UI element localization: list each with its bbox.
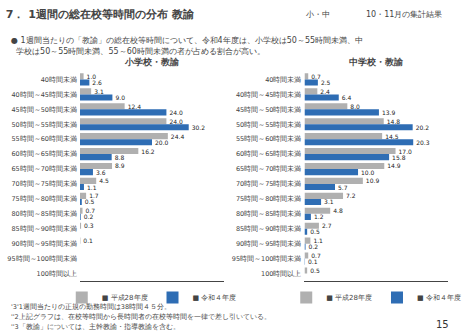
svg-text:1.7: 1.7 bbox=[89, 192, 99, 199]
svg-text:1.1: 1.1 bbox=[313, 237, 323, 244]
svg-text:''2上記グラフは、在校等時間から長時間者の在校等時間を一律: ''2上記グラフは、在校等時間から長時間者の在校等時間を一律で差し引いている。 bbox=[11, 313, 271, 321]
svg-text:85時間～90時間未満: 85時間～90時間未満 bbox=[236, 225, 302, 233]
svg-text:24.4: 24.4 bbox=[171, 133, 185, 140]
svg-text:0.1: 0.1 bbox=[308, 258, 318, 265]
svg-text:80時間～85時間未満: 80時間～85時間未満 bbox=[236, 210, 302, 218]
svg-text:小学校・教諭: 小学校・教諭 bbox=[124, 57, 180, 67]
svg-text:13.9: 13.9 bbox=[382, 109, 396, 116]
svg-text:0.3: 0.3 bbox=[84, 222, 94, 229]
svg-text:0.2: 0.2 bbox=[309, 243, 319, 250]
svg-text:70時間～75時間未満: 70時間～75時間未満 bbox=[11, 180, 77, 188]
svg-text:5.7: 5.7 bbox=[338, 184, 348, 191]
svg-text:95時間～100時間未満: 95時間～100時間未満 bbox=[232, 255, 302, 263]
svg-text:3.1: 3.1 bbox=[324, 198, 334, 205]
svg-text:30.2: 30.2 bbox=[192, 124, 206, 131]
svg-text:0.5: 0.5 bbox=[310, 228, 320, 235]
svg-text:1.0: 1.0 bbox=[87, 73, 97, 80]
svg-text:20.2: 20.2 bbox=[416, 124, 430, 131]
svg-text:4.5: 4.5 bbox=[99, 177, 109, 184]
svg-text:1.1: 1.1 bbox=[87, 184, 97, 191]
svg-text:2.6: 2.6 bbox=[92, 79, 102, 86]
svg-text:■ 平成28年度: ■ 平成28年度 bbox=[326, 294, 372, 302]
svg-text:0.5: 0.5 bbox=[310, 267, 320, 274]
svg-text:85時間～90時間未満: 85時間～90時間未満 bbox=[11, 225, 77, 233]
svg-text:100時間以上: 100時間以上 bbox=[37, 270, 77, 278]
svg-text:16.2: 16.2 bbox=[141, 148, 155, 155]
svg-text:2.5: 2.5 bbox=[321, 79, 331, 86]
svg-text:8.8: 8.8 bbox=[115, 154, 125, 161]
svg-text:6.4: 6.4 bbox=[342, 94, 352, 101]
svg-text:14.8: 14.8 bbox=[387, 118, 401, 125]
svg-text:9.0: 9.0 bbox=[115, 94, 125, 101]
svg-text:24.0: 24.0 bbox=[169, 109, 183, 116]
svg-text:80時間～85時間未満: 80時間～85時間未満 bbox=[11, 210, 77, 218]
svg-text:90時間～95時間未満: 90時間～95時間未満 bbox=[11, 240, 77, 248]
svg-text:15.8: 15.8 bbox=[392, 154, 406, 161]
svg-text:'3'1週間当たりの正規の勤務時間は38時間４５分。: '3'1週間当たりの正規の勤務時間は38時間４５分。 bbox=[11, 303, 171, 311]
svg-text:7． 1週間の総在校等時間の分布 教諭: 7． 1週間の総在校等時間の分布 教諭 bbox=[6, 8, 195, 21]
svg-text:10.0: 10.0 bbox=[361, 169, 375, 176]
svg-text:65時間～70時間未満: 65時間～70時間未満 bbox=[236, 165, 302, 173]
svg-text:0.1: 0.1 bbox=[83, 237, 93, 244]
svg-text:1.2: 1.2 bbox=[314, 213, 324, 220]
svg-text:40時間～45時間未満: 40時間～45時間未満 bbox=[236, 91, 302, 99]
svg-text:学校は50～55時間未満、55～60時間未満の者が占める割合: 学校は50～55時間未満、55～60時間未満の者が占める割合が高い。 bbox=[11, 47, 265, 56]
svg-text:40時間～45時間未満: 40時間～45時間未満 bbox=[11, 91, 77, 99]
svg-text:12.4: 12.4 bbox=[128, 103, 142, 110]
svg-text:● 1週間当たりの「教諭」の総在校等時間について、令和4年度: ● 1週間当たりの「教諭」の総在校等時間について、令和4年度は、小学校は50～5… bbox=[11, 36, 363, 45]
svg-text:0.7: 0.7 bbox=[311, 73, 321, 80]
svg-text:''3「教諭」については、主幹教諭・指導教諭を含む。: ''3「教諭」については、主幹教諭・指導教諭を含む。 bbox=[11, 323, 180, 331]
svg-text:中学校・教諭: 中学校・教諭 bbox=[349, 57, 404, 67]
svg-text:10・11月の集計結果: 10・11月の集計結果 bbox=[366, 10, 442, 19]
svg-text:75時間～80時間未満: 75時間～80時間未満 bbox=[236, 195, 302, 203]
svg-text:75時間～80時間未満: 75時間～80時間未満 bbox=[11, 195, 77, 203]
svg-text:3.6: 3.6 bbox=[96, 169, 106, 176]
svg-text:45時間～50時間未満: 45時間～50時間未満 bbox=[236, 106, 302, 114]
svg-text:50時間～55時間未満: 50時間～55時間未満 bbox=[11, 121, 77, 129]
svg-text:55時間～60時間未満: 55時間～60時間未満 bbox=[236, 135, 302, 143]
svg-text:0.7: 0.7 bbox=[311, 252, 321, 259]
svg-text:0.2: 0.2 bbox=[84, 213, 94, 220]
svg-text:7.2: 7.2 bbox=[346, 192, 356, 199]
svg-text:20.3: 20.3 bbox=[416, 139, 430, 146]
svg-text:3.1: 3.1 bbox=[94, 88, 104, 95]
svg-text:■ 令和４年度: ■ 令和４年度 bbox=[193, 294, 237, 302]
svg-text:95時間～100時間未満: 95時間～100時間未満 bbox=[7, 255, 77, 263]
svg-text:100時間以上: 100時間以上 bbox=[261, 270, 301, 278]
svg-text:2.4: 2.4 bbox=[320, 88, 330, 95]
svg-text:24.0: 24.0 bbox=[169, 118, 183, 125]
svg-text:65時間～70時間未満: 65時間～70時間未満 bbox=[11, 165, 77, 173]
svg-text:70時間～75時間未満: 70時間～75時間未満 bbox=[236, 180, 302, 188]
svg-text:50時間～55時間未満: 50時間～55時間未満 bbox=[236, 121, 302, 129]
svg-text:10.9: 10.9 bbox=[366, 177, 380, 184]
svg-text:40時間未満: 40時間未満 bbox=[41, 76, 77, 84]
svg-text:■ 平成28年度: ■ 平成28年度 bbox=[102, 294, 148, 302]
svg-text:60時間～65時間未満: 60時間～65時間未満 bbox=[236, 150, 302, 158]
svg-text:8.9: 8.9 bbox=[115, 162, 125, 169]
svg-text:20.0: 20.0 bbox=[155, 139, 169, 146]
svg-text:■ 令和４年度: ■ 令和４年度 bbox=[417, 294, 461, 302]
svg-text:小・中: 小・中 bbox=[306, 10, 330, 19]
svg-text:45時間～50時間未満: 45時間～50時間未満 bbox=[11, 106, 77, 114]
svg-text:2.7: 2.7 bbox=[322, 222, 332, 229]
svg-text:8.0: 8.0 bbox=[350, 103, 360, 110]
svg-text:90時間～95時間未満: 90時間～95時間未満 bbox=[236, 240, 302, 248]
svg-text:0.5: 0.5 bbox=[85, 198, 95, 205]
svg-text:17.0: 17.0 bbox=[399, 148, 413, 155]
svg-text:40時間未満: 40時間未満 bbox=[265, 76, 301, 84]
svg-text:0.7: 0.7 bbox=[86, 207, 96, 214]
svg-text:4.8: 4.8 bbox=[333, 207, 343, 214]
svg-text:14.9: 14.9 bbox=[387, 162, 401, 169]
svg-text:60時間～65時間未満: 60時間～65時間未満 bbox=[11, 150, 77, 158]
svg-text:14.5: 14.5 bbox=[385, 133, 399, 140]
svg-text:55時間～60時間未満: 55時間～60時間未満 bbox=[11, 135, 77, 143]
svg-text:15: 15 bbox=[436, 319, 449, 330]
